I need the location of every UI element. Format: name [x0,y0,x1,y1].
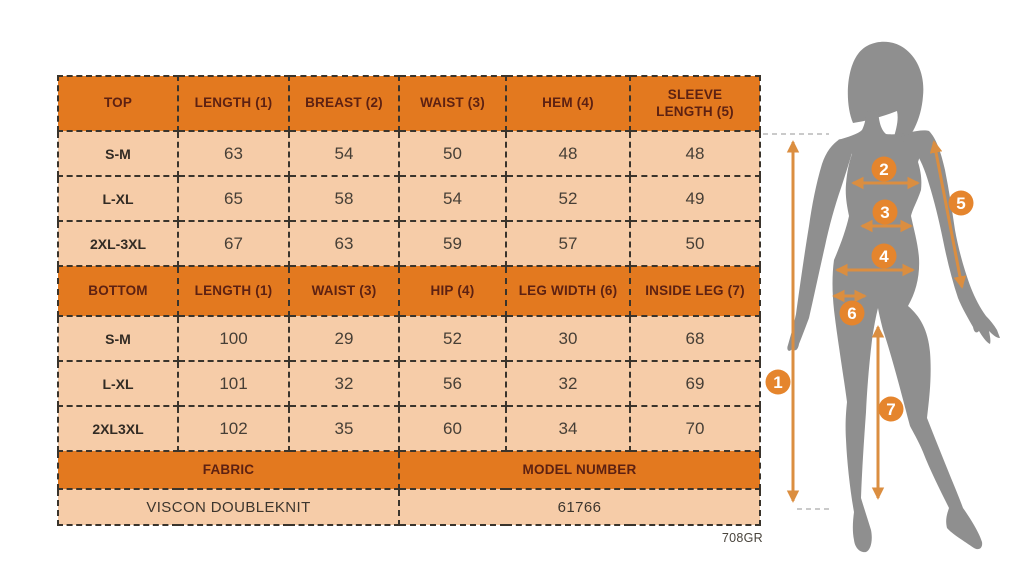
fabric-model-value-row: VISCON DOUBLEKNIT 61766 [57,488,761,526]
marker-4-circle [871,243,897,269]
measure-arrow-5 [929,140,967,289]
value-cell: 52 [398,315,507,362]
marker-7: 7 [878,396,904,422]
value-cell: 32 [288,360,400,407]
value-cell: 54 [288,130,400,177]
value-cell: 69 [629,360,761,407]
marker-1: 1 [765,369,791,395]
value-cell: 63 [177,130,290,177]
row-label: S-M [57,315,179,362]
marker-7-label: 7 [886,400,895,419]
value-cell: 50 [398,130,507,177]
table-row: L-XL 65 58 54 52 49 [57,175,761,222]
header-cell-bottom: BOTTOM [57,265,179,317]
value-cell: 49 [629,175,761,222]
row-label: 2XL3XL [57,405,179,452]
value-cell: 102 [177,405,290,452]
silhouette-body [832,110,983,553]
value-cell: 101 [177,360,290,407]
table-row: 2XL3XL 102 35 60 34 70 [57,405,761,452]
row-label: 2XL-3XL [57,220,179,267]
value-cell: 57 [505,220,631,267]
table-row: 2XL-3XL 67 63 59 57 50 [57,220,761,267]
value-cell: 48 [629,130,761,177]
marker-5: 5 [948,190,974,216]
model-number-value: 61766 [398,488,761,526]
marker-2: 2 [871,156,897,182]
value-cell: 59 [398,220,507,267]
bottom-header-row: BOTTOM LENGTH (1) WAIST (3) HIP (4) LEG … [57,265,761,317]
size-table: TOP LENGTH (1) BREAST (2) WAIST (3) HEM … [57,75,761,526]
header-cell-inside-leg: INSIDE LEG (7) [629,265,761,317]
marker-4-label: 4 [879,247,889,266]
marker-2-circle [871,156,897,182]
value-cell: 32 [505,360,631,407]
top-header-row: TOP LENGTH (1) BREAST (2) WAIST (3) HEM … [57,75,761,132]
silhouette-left-arm [787,139,852,351]
table-row: S-M 63 54 50 48 48 [57,130,761,177]
footnote-708gr: 708GR [721,531,763,545]
value-cell: 35 [288,405,400,452]
marker-5-label: 5 [956,194,965,213]
row-label: S-M [57,130,179,177]
marker-4: 4 [871,243,897,269]
row-label: L-XL [57,175,179,222]
row-label: L-XL [57,360,179,407]
value-cell: 65 [177,175,290,222]
silhouette-hair [847,41,924,141]
value-cell: 29 [288,315,400,362]
value-cell: 100 [177,315,290,362]
value-cell: 54 [398,175,507,222]
header-cell-length: LENGTH (1) [177,265,290,317]
header-cell-sleeve-length: SLEEVE LENGTH (5) [629,75,761,132]
header-cell-length: LENGTH (1) [177,75,290,132]
measurement-figure: 1 2 3 4 5 6 7 [763,41,1000,553]
model-number-header-cell: MODEL NUMBER [398,450,761,490]
marker-5-circle [948,190,974,216]
marker-3-circle [872,199,898,225]
value-cell: 34 [505,405,631,452]
marker-6-label: 6 [847,304,856,323]
marker-1-label: 1 [773,373,782,392]
value-cell: 52 [505,175,631,222]
marker-3: 3 [872,199,898,225]
value-cell: 58 [288,175,400,222]
marker-3-label: 3 [880,203,889,222]
marker-7-circle [878,396,904,422]
marker-6-circle [839,300,865,326]
value-cell: 70 [629,405,761,452]
marker-6: 6 [839,300,865,326]
fabric-model-header-row: FABRIC MODEL NUMBER [57,450,761,490]
value-cell: 50 [629,220,761,267]
header-cell-top: TOP [57,75,179,132]
value-cell: 63 [288,220,400,267]
marker-1-circle [765,369,791,395]
fabric-value: VISCON DOUBLEKNIT [57,488,400,526]
header-cell-hip: HIP (4) [398,265,507,317]
value-cell: 60 [398,405,507,452]
value-cell: 67 [177,220,290,267]
header-cell-waist: WAIST (3) [398,75,507,132]
header-cell-leg-width: LEG WIDTH (6) [505,265,631,317]
value-cell: 30 [505,315,631,362]
value-cell: 56 [398,360,507,407]
female-silhouette [787,41,1000,553]
value-cell: 68 [629,315,761,362]
table-row: S-M 100 29 52 30 68 [57,315,761,362]
header-cell-hem: HEM (4) [505,75,631,132]
fabric-header-cell: FABRIC [57,450,400,490]
header-cell-waist: WAIST (3) [288,265,400,317]
value-cell: 48 [505,130,631,177]
marker-2-label: 2 [879,160,888,179]
table-row: L-XL 101 32 56 32 69 [57,360,761,407]
header-cell-breast: BREAST (2) [288,75,400,132]
